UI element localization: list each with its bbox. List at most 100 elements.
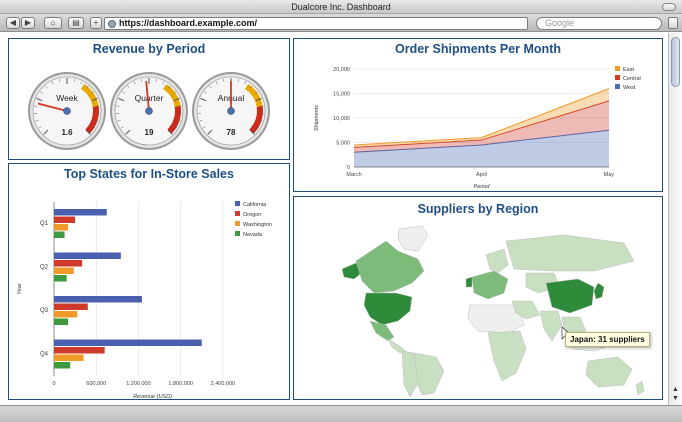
status-bar <box>0 405 682 422</box>
scroll-down-arrow-icon[interactable]: ▼ <box>672 395 679 402</box>
address-bar[interactable]: https://dashboard.example.com/ <box>104 17 528 30</box>
gauge: Quarter 19 <box>110 72 188 150</box>
country-africa-south[interactable] <box>487 330 527 382</box>
legend-swatch <box>615 84 620 89</box>
bar-oregon <box>54 260 83 267</box>
bar-washington <box>54 311 78 318</box>
url-text: https://dashboard.example.com/ <box>119 18 258 28</box>
window-title: Dualcore Inc. Dashboard <box>291 2 391 12</box>
gauge-tick <box>237 78 239 82</box>
page-menu-button[interactable] <box>668 17 678 29</box>
bar-california <box>54 296 142 303</box>
gauge-yellow-band <box>162 83 181 108</box>
country-russia[interactable] <box>505 234 635 272</box>
country-canada[interactable] <box>355 240 425 294</box>
gauges-chart: Week 1.6 Quarter 19 Annual78 <box>28 72 270 150</box>
gauge-tick <box>167 129 173 135</box>
country-usa[interactable] <box>363 292 413 326</box>
country-mexico[interactable] <box>369 320 395 342</box>
gauge-value: 1.6 <box>61 128 73 137</box>
country-india[interactable] <box>539 310 563 342</box>
country-europe[interactable] <box>471 270 509 300</box>
gauge-tick <box>86 85 89 89</box>
add-bookmark-button[interactable]: + <box>90 17 102 29</box>
country-new-zealand[interactable] <box>635 380 645 396</box>
legend-label: Oregon <box>243 212 261 218</box>
gauge-tick <box>45 85 48 89</box>
country-china[interactable] <box>545 278 595 314</box>
scroll-up-arrow-icon[interactable]: ▲ <box>672 386 679 393</box>
legend-swatch <box>235 231 240 236</box>
world-map[interactable] <box>294 221 662 397</box>
legend-label: West <box>623 85 636 91</box>
gauge-tick <box>118 97 125 102</box>
gauge-red-band <box>249 105 263 134</box>
gauge-red-band <box>85 105 99 134</box>
x-tick-label: April <box>476 172 487 178</box>
gauge-tick <box>85 129 91 135</box>
revenue-title: Revenue by Period <box>92 42 206 56</box>
bar-california <box>54 252 121 259</box>
search-field[interactable]: Google <box>536 17 662 30</box>
vertical-scrollbar[interactable]: ▲ ▼ <box>668 33 682 405</box>
gauge-tick <box>202 126 206 129</box>
y-tick-label: 15,000 <box>333 92 350 98</box>
legend-label: Washington <box>243 222 272 228</box>
country-japan[interactable] <box>593 282 605 300</box>
gauge-tick <box>36 97 43 102</box>
gauge-tick <box>91 91 94 94</box>
globe-icon <box>108 20 116 28</box>
gauge-value: 19 <box>145 128 154 137</box>
suppliers-title: Suppliers by Region <box>417 202 539 216</box>
gauge-tick <box>141 78 143 82</box>
gauge-hub <box>63 107 71 115</box>
gauge-tick <box>35 120 39 122</box>
bar-california <box>54 339 202 346</box>
gauge-tick <box>155 78 157 82</box>
y-tick-label: 5,000 <box>336 141 350 147</box>
shipments-title: Order Shipments Per Month <box>395 42 561 56</box>
gauge-tick <box>38 126 42 129</box>
gauge-tick <box>80 81 83 85</box>
toolbar-toggle-button[interactable] <box>662 3 676 11</box>
gauge-tick <box>255 97 262 102</box>
gauge-tick <box>59 78 61 82</box>
bar-washington <box>54 354 84 361</box>
gauge-yellow-band <box>244 83 263 108</box>
home-button[interactable]: ⌂ <box>44 17 62 29</box>
scrollbar-thumb[interactable] <box>671 37 680 87</box>
bar-washington <box>54 267 74 274</box>
gauge-tick <box>256 126 260 129</box>
bar-nevada <box>54 362 71 369</box>
legend-label: California <box>243 202 267 208</box>
gauge-tick <box>127 85 130 89</box>
country-australia[interactable] <box>585 356 633 388</box>
back-button[interactable]: ◀ <box>6 17 20 29</box>
bookmarks-button[interactable]: ▤ <box>68 17 84 29</box>
bar-oregon <box>54 303 88 310</box>
area-line-west <box>353 129 610 153</box>
forward-button[interactable]: ▶ <box>21 17 35 29</box>
country-middle-east[interactable] <box>511 300 541 320</box>
country-brazil[interactable] <box>413 352 445 396</box>
country-uk[interactable] <box>465 276 473 288</box>
gauge-tick <box>117 120 121 122</box>
bar-oregon <box>54 216 76 223</box>
legend-label: Central <box>623 76 641 82</box>
country-scandinavia[interactable] <box>485 248 509 274</box>
y-tick-label: 10,000 <box>333 116 350 122</box>
states-panel: Top States for In-Store Sales 0 600,000 1,… <box>8 163 290 400</box>
suppliers-panel: Suppliers by Region Japan: 31 suppliers <box>293 196 663 400</box>
states-title: Top States for In-Store Sales <box>64 167 234 181</box>
plus-icon: + <box>93 18 99 27</box>
country-central-america[interactable] <box>387 338 407 354</box>
gauge-red-band <box>167 105 181 134</box>
gauge-tick <box>177 120 181 122</box>
country-andes[interactable] <box>401 350 419 397</box>
gauge-tick <box>91 97 98 102</box>
gauge-value: 78 <box>227 128 236 137</box>
gauge-label: Week <box>56 93 78 103</box>
back-icon: ◀ <box>9 18 17 27</box>
country-greenland[interactable] <box>397 225 429 252</box>
gauge-tick <box>40 91 43 94</box>
